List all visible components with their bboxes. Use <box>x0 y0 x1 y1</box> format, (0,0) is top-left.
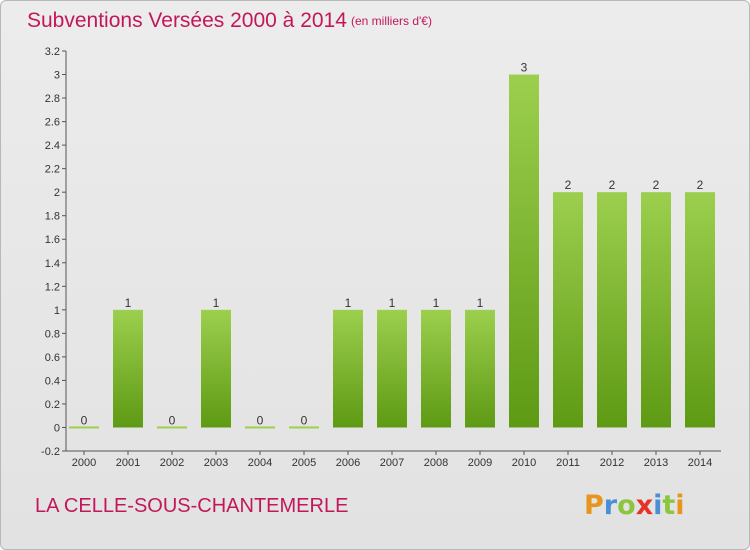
x-tick-label-2006: 2006 <box>336 457 360 469</box>
bar-2014 <box>685 192 715 428</box>
value-label-2005: 0 <box>301 413 308 427</box>
bar-2008 <box>421 309 451 428</box>
bar-2013 <box>641 192 671 428</box>
bar-2003 <box>201 309 231 428</box>
y-tick-label: 1.8 <box>45 211 60 223</box>
y-tick-label: -0.2 <box>41 446 60 458</box>
y-tick-label: 2.8 <box>45 93 60 105</box>
x-tick-label-2000: 2000 <box>72 457 96 469</box>
x-tick-label-2002: 2002 <box>160 457 184 469</box>
y-tick-label: 2.6 <box>45 117 60 129</box>
x-tick-label-2008: 2008 <box>424 457 448 469</box>
bar-2001 <box>113 309 143 428</box>
chart-subtitle: (en milliers d'€) <box>351 14 432 28</box>
bar-2004 <box>245 426 275 429</box>
y-tick-label: 2.2 <box>45 164 60 176</box>
bar-2006 <box>333 309 363 428</box>
value-label-2012: 2 <box>609 178 616 192</box>
y-tick-label: 1.4 <box>45 258 60 270</box>
x-tick-label-2013: 2013 <box>644 457 668 469</box>
x-tick-label-2012: 2012 <box>600 457 624 469</box>
commune-name: LA CELLE-SOUS-CHANTEMERLE <box>35 495 349 517</box>
x-tick-label-2014: 2014 <box>688 457 712 469</box>
bar-2000 <box>69 426 99 429</box>
value-label-2006: 1 <box>345 296 352 310</box>
chart-title: Subventions Versées 2000 à 2014 <box>27 9 347 32</box>
value-label-2009: 1 <box>477 296 484 310</box>
value-label-2003: 1 <box>213 296 220 310</box>
x-tick-label-2010: 2010 <box>512 457 536 469</box>
y-tick-label: 0.8 <box>45 328 60 340</box>
value-label-2010: 3 <box>521 61 528 75</box>
proxiti-logo: Proxiti <box>584 490 685 521</box>
bar-2010 <box>509 74 539 428</box>
bar-2009 <box>465 309 495 428</box>
y-tick-label: 1 <box>54 305 60 317</box>
y-tick-label: 2.4 <box>45 140 60 152</box>
value-label-2000: 0 <box>81 413 88 427</box>
bar-2012 <box>597 192 627 428</box>
y-tick-label: 0.4 <box>45 375 60 387</box>
y-tick-label: 0.6 <box>45 352 60 364</box>
bar-2007 <box>377 309 407 428</box>
y-tick-label: 2 <box>54 187 60 199</box>
y-tick-label: 3 <box>54 70 60 82</box>
bar-2002 <box>157 426 187 429</box>
bar-2011 <box>553 192 583 428</box>
value-label-2008: 1 <box>433 296 440 310</box>
value-label-2013: 2 <box>653 178 660 192</box>
x-tick-label-2001: 2001 <box>116 457 140 469</box>
value-label-2004: 0 <box>257 413 264 427</box>
y-tick-label: 0.2 <box>45 399 60 411</box>
x-tick-label-2009: 2009 <box>468 457 492 469</box>
y-tick-label: 0 <box>54 422 60 434</box>
bar-2005 <box>289 426 319 429</box>
y-tick-label: 1.2 <box>45 281 60 293</box>
y-tick-label: 1.6 <box>45 234 60 246</box>
value-label-2011: 2 <box>565 178 572 192</box>
x-tick-label-2003: 2003 <box>204 457 228 469</box>
y-tick-label: 3.2 <box>45 46 60 58</box>
value-label-2002: 0 <box>169 413 176 427</box>
x-tick-label-2007: 2007 <box>380 457 404 469</box>
value-label-2007: 1 <box>389 296 396 310</box>
x-tick-label-2011: 2011 <box>556 457 580 469</box>
value-label-2014: 2 <box>697 178 704 192</box>
x-tick-label-2004: 2004 <box>248 457 272 469</box>
value-label-2001: 1 <box>125 296 132 310</box>
x-tick-label-2005: 2005 <box>292 457 316 469</box>
